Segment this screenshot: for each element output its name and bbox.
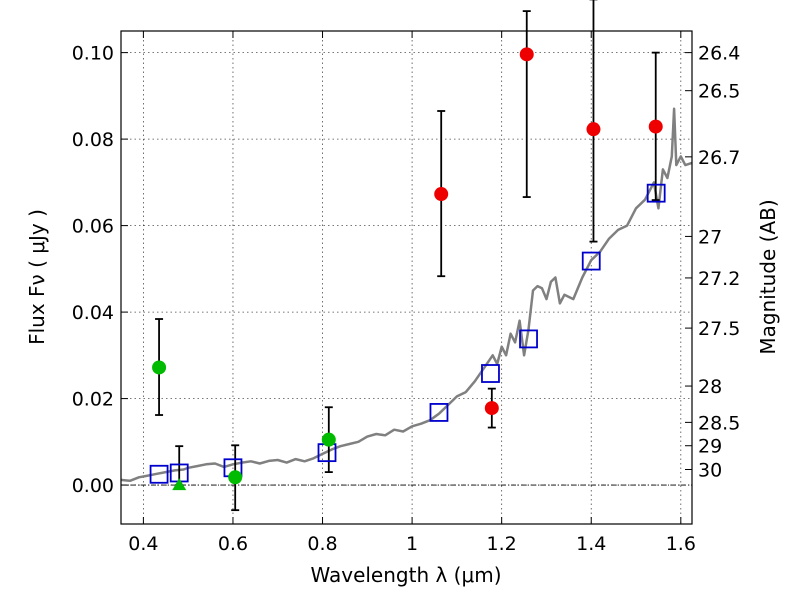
model-photometry-square <box>646 183 666 203</box>
right-axis-title: Magnitude (AB) <box>756 199 780 354</box>
x-tick-label: 1.2 <box>487 533 517 555</box>
data-point-circle <box>228 470 243 485</box>
right-tick-label: 28.5 <box>698 412 740 434</box>
right-tick-label: 28 <box>698 376 722 398</box>
data-markers <box>149 47 666 491</box>
y-tick-label: 0.06 <box>72 216 114 238</box>
right-tick-label: 27.5 <box>698 318 740 340</box>
x-tick-label: 1.4 <box>576 533 606 555</box>
grid-lines <box>121 31 692 524</box>
y-tick-label: 0.00 <box>72 475 114 497</box>
data-point-circle <box>519 47 534 62</box>
spectrum-path <box>120 107 693 483</box>
x-tick-label: 0.4 <box>128 533 158 555</box>
y-tick-label: 0.04 <box>72 302 114 324</box>
x-tick-label: 1.6 <box>666 533 696 555</box>
y-tick-label: 0.08 <box>72 129 114 151</box>
model-photometry-square <box>429 403 449 422</box>
model-photometry-square <box>581 251 601 271</box>
data-point-circle <box>434 187 449 202</box>
y-tick-label: 0.02 <box>72 389 114 411</box>
axis-ticks <box>121 31 692 524</box>
x-tick-label: 0.8 <box>307 533 337 555</box>
model-spectrum-line <box>120 107 693 483</box>
model-photometry-square <box>481 364 500 383</box>
x-axis-title: Wavelength λ (μm) <box>310 563 501 587</box>
right-tick-label: 27 <box>698 226 722 248</box>
data-point-circle <box>321 432 336 447</box>
right-tick-label: 26.5 <box>698 81 740 103</box>
right-tick-label: 29 <box>698 436 722 458</box>
data-point-circle <box>586 122 601 137</box>
upper-limit-triangle <box>172 478 187 491</box>
right-tick-label: 26.7 <box>698 147 740 169</box>
model-photometry-square <box>149 464 169 484</box>
right-tick-label: 27.2 <box>698 268 740 290</box>
x-tick-label: 1 <box>406 533 418 555</box>
model-photometry-square <box>519 329 538 349</box>
y-tick-label: 0.10 <box>72 43 114 65</box>
y-axis-title: Flux Fν ( μJy ) <box>25 209 49 345</box>
data-point-circle <box>152 360 167 375</box>
data-point-circle <box>484 401 499 416</box>
x-tick-label: 0.6 <box>218 533 248 555</box>
data-point-circle <box>648 119 663 134</box>
right-tick-label: 30 <box>698 460 722 482</box>
tick-labels: 0.4 0.6 0.8 1 1.2 1.4 1.6 0.00 0.02 0.04 0.06 0.08 0… <box>72 43 741 555</box>
right-tick-label: 26.4 <box>698 43 740 65</box>
